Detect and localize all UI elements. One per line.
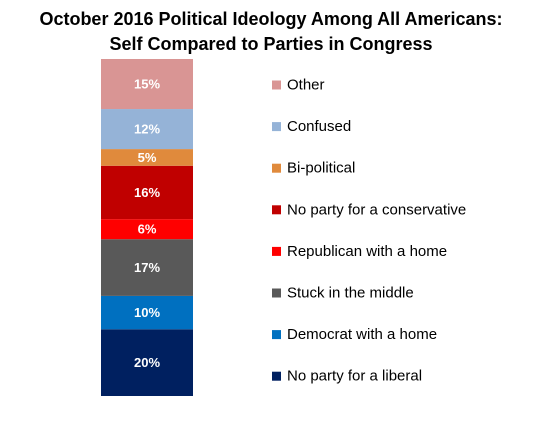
legend-label-bi-political: Bi-political bbox=[287, 160, 355, 177]
bar-segment-stuck-in-the-middle bbox=[101, 239, 193, 296]
bar-segment-republican-with-a-home bbox=[101, 219, 193, 240]
legend-swatch-other bbox=[272, 80, 281, 90]
data-label-other: 15% bbox=[134, 77, 160, 92]
bar-segment-democrat-with-a-home bbox=[101, 295, 193, 330]
legend-label-no-party-for-a-liberal: No party for a liberal bbox=[287, 368, 422, 385]
bar-segment-other bbox=[101, 59, 193, 110]
bar-segment-bi-political bbox=[101, 149, 193, 166]
legend-swatch-bi-political bbox=[272, 163, 281, 173]
data-label-bi-political: 5% bbox=[138, 150, 157, 165]
legend-label-stuck-in-the-middle: Stuck in the middle bbox=[287, 285, 414, 302]
data-label-stuck-in-the-middle: 17% bbox=[134, 260, 160, 275]
legend-swatch-no-party-for-a-conservative bbox=[272, 205, 281, 215]
bar-segment-no-party-for-a-conservative bbox=[101, 165, 193, 220]
legend-label-no-party-for-a-conservative: No party for a conservative bbox=[287, 201, 466, 218]
chart-title: October 2016 Political Ideology Among Al… bbox=[39, 9, 503, 29]
legend-label-republican-with-a-home: Republican with a home bbox=[287, 243, 447, 260]
data-label-confused: 12% bbox=[134, 122, 160, 137]
chart-subtitle: Self Compared to Parties in Congress bbox=[109, 34, 433, 54]
data-label-democrat-with-a-home: 10% bbox=[134, 305, 160, 320]
data-label-no-party-for-a-conservative: 16% bbox=[134, 185, 160, 200]
legend-swatch-stuck-in-the-middle bbox=[272, 288, 281, 298]
legend-swatch-confused bbox=[272, 122, 281, 132]
legend-label-democrat-with-a-home: Democrat with a home bbox=[287, 326, 437, 343]
legend-swatch-republican-with-a-home bbox=[272, 246, 281, 256]
bar-segment-no-party-for-a-liberal bbox=[101, 329, 193, 396]
legend-label-other: Other bbox=[287, 77, 325, 94]
legend-swatch-democrat-with-a-home bbox=[272, 330, 281, 340]
data-label-no-party-for-a-liberal: 20% bbox=[134, 355, 160, 370]
legend-swatch-no-party-for-a-liberal bbox=[272, 371, 281, 381]
legend-label-confused: Confused bbox=[287, 118, 351, 135]
bar-segment-confused bbox=[101, 109, 193, 150]
data-label-republican-with-a-home: 6% bbox=[138, 222, 157, 237]
